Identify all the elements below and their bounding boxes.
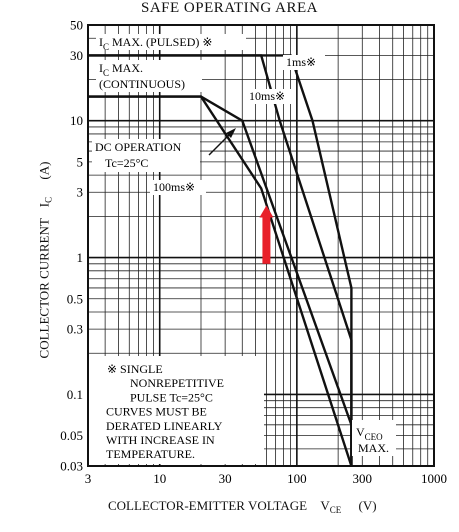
marker: [259, 205, 274, 264]
x-tick-label: 1000: [421, 471, 447, 486]
y-tick-label: 1: [77, 250, 84, 265]
tick-labels: 3 10 30 100 300 1000 0.03 0.05 0.1 0.3 0.5 1 3 5 10 30 5…: [60, 18, 447, 487]
y-axis-symbol: I: [36, 202, 52, 208]
note-line: WITH INCREASE IN: [106, 433, 215, 447]
y-tick-label: 50: [70, 18, 83, 33]
x-tick-label: 10: [153, 471, 166, 486]
annotations: IC MAX. (PULSED) ※ IC MAX.(CONTINUOUS) 1ms…: [89, 34, 396, 464]
note-line: CURVES MUST BE: [106, 405, 207, 419]
series-line: [88, 95, 353, 467]
red-arrow-shaft: [262, 215, 271, 264]
y-axis-label-text: COLLECTOR CURRENT: [36, 218, 52, 359]
y-axis-symbol-sub: C: [43, 196, 54, 203]
x-tick-label: 300: [353, 471, 373, 486]
x-axis-label-text: COLLECTOR-EMITTER VOLTAGE: [108, 498, 308, 513]
label-bg: [96, 60, 202, 92]
label-bg: [283, 55, 325, 70]
dc-pointer-arrowhead: [226, 128, 236, 138]
label-bg: [246, 89, 296, 104]
y-tick-label: 0.03: [60, 459, 83, 474]
x-axis-unit: (V): [358, 498, 377, 513]
x-axis-symbol-sub: CE: [329, 505, 342, 515]
label-10ms: 10ms※: [249, 89, 285, 103]
y-tick-label: 0.5: [67, 291, 83, 306]
note-line: TEMPERATURE.: [106, 447, 195, 461]
y-axis-unit: (A): [36, 161, 52, 180]
y-tick-label: 3: [77, 185, 84, 200]
curves: [88, 54, 353, 467]
x-axis-symbol: V: [320, 498, 330, 513]
label-dc-temp: Tc=25°C: [105, 156, 148, 170]
label-bg: [352, 420, 396, 456]
label-ic-pulsed: IC MAX. (PULSED) ※: [99, 35, 212, 52]
label-bg: [92, 139, 200, 172]
y-tick-label: 5: [77, 154, 84, 169]
y-tick-label: 0.05: [60, 428, 83, 443]
label-1ms: 1ms※: [286, 55, 316, 69]
note-bg: [89, 356, 264, 464]
y-tick-label: 0.1: [67, 387, 83, 402]
y-tick-label: 30: [70, 48, 83, 63]
red-arrow-head: [259, 205, 274, 218]
label-bg: [150, 180, 206, 195]
label-dc-operation: DC OPERATION: [95, 140, 182, 154]
y-tick-label: 10: [70, 113, 83, 128]
label-ic-continuous: IC MAX.: [99, 61, 143, 78]
label-bg: [96, 34, 246, 50]
label-vceo-max: MAX.: [358, 441, 389, 455]
label-continuous: (CONTINUOUS): [99, 77, 185, 91]
series-line: [88, 54, 353, 466]
label-100ms: 100ms※: [153, 180, 195, 194]
plot-frame: [87, 24, 435, 467]
note-line: NONREPETITIVE: [130, 376, 224, 390]
note-line: PULSE Tc=25°C: [130, 390, 213, 404]
x-axis-label: COLLECTOR-EMITTER VOLTAGE VCE (V): [108, 498, 377, 515]
x-tick-label: 3: [85, 471, 92, 486]
y-axis-label: COLLECTOR CURRENT IC (A): [36, 161, 54, 359]
chart-title: SAFE OPERATING AREA: [140, 0, 319, 16]
y-tick-label: 0.3: [67, 322, 83, 337]
label-vceo: VCEO: [356, 425, 383, 442]
x-tick-label: 30: [219, 471, 232, 486]
x-tick-label: 100: [287, 471, 307, 486]
note-line: DERATED LINEARLY: [106, 419, 223, 433]
note-line: ※ SINGLE: [107, 362, 163, 376]
